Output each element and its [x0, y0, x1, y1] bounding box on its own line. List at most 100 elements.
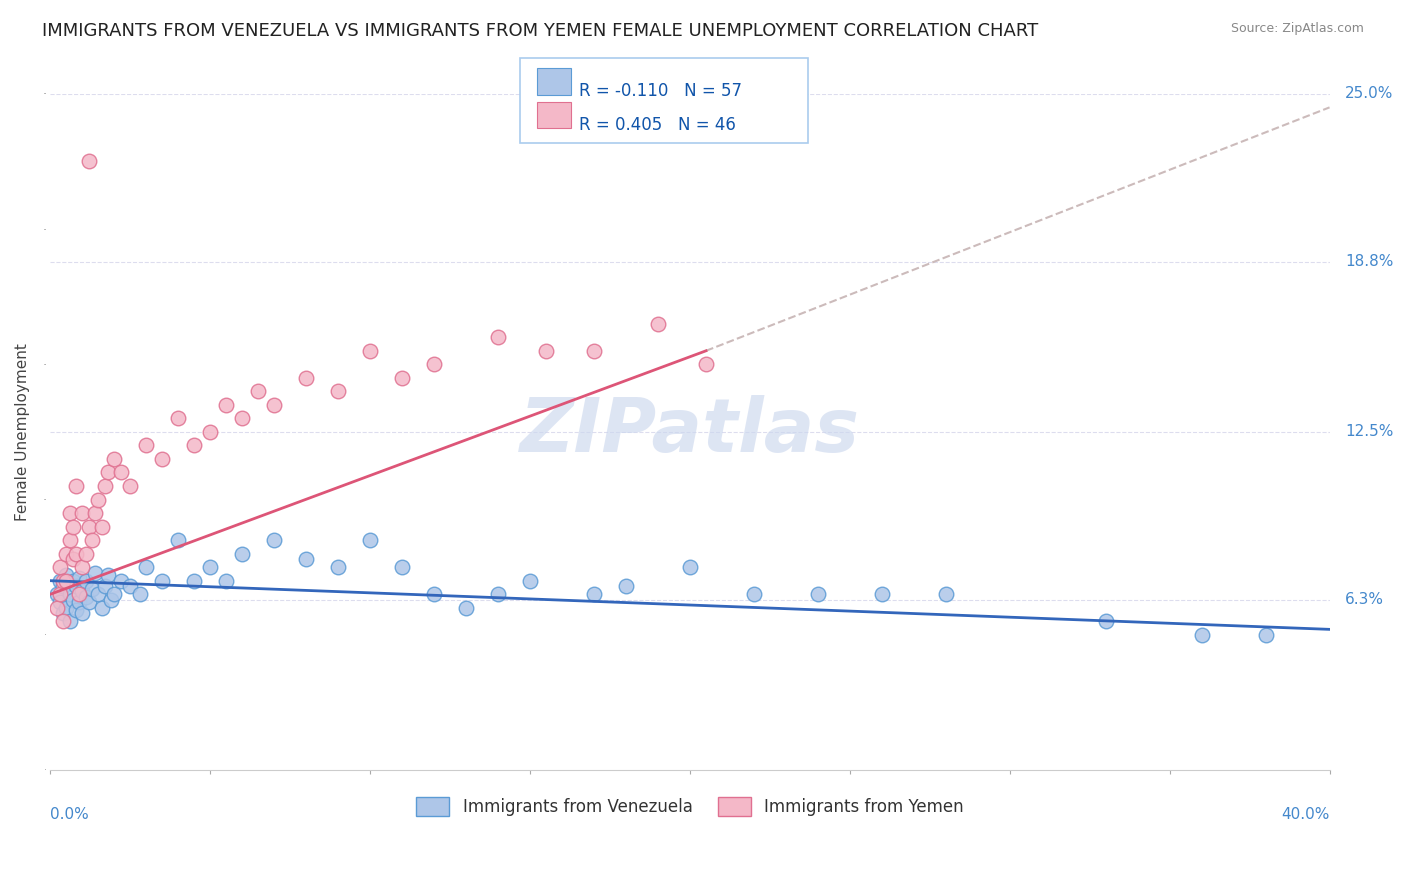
Point: [49, 595, 72, 609]
Point: [328, 560, 350, 574]
Point: [359, 343, 381, 358]
Point: [62, 552, 84, 566]
Point: [67, 595, 90, 609]
Point: [80, 582, 103, 596]
Point: [49, 560, 72, 574]
Point: [59, 614, 82, 628]
Point: [423, 357, 446, 371]
Point: [359, 533, 381, 548]
Point: [110, 574, 132, 588]
Point: [90, 519, 112, 533]
Text: 40.0%: 40.0%: [1281, 807, 1330, 822]
Point: [167, 533, 190, 548]
Point: [65, 579, 87, 593]
Point: [1191, 628, 1213, 642]
Point: [807, 587, 830, 601]
Point: [52, 606, 75, 620]
Point: [75, 574, 97, 588]
Point: [103, 587, 125, 601]
Point: [215, 398, 238, 412]
Point: [65, 479, 87, 493]
Point: [55, 547, 77, 561]
Point: [935, 587, 957, 601]
Point: [583, 587, 606, 601]
Point: [52, 614, 75, 628]
Point: [59, 533, 82, 548]
Point: [110, 466, 132, 480]
Text: ZIPatlas: ZIPatlas: [520, 395, 860, 468]
Text: R = 0.405   N = 46: R = 0.405 N = 46: [579, 116, 737, 134]
Point: [870, 587, 893, 601]
Point: [695, 357, 717, 371]
Point: [129, 587, 152, 601]
Point: [52, 579, 75, 593]
Point: [52, 574, 75, 588]
Point: [742, 587, 765, 601]
Text: 18.8%: 18.8%: [1346, 254, 1393, 269]
Point: [62, 574, 84, 588]
Point: [103, 452, 125, 467]
Point: [423, 587, 446, 601]
Point: [80, 533, 103, 548]
Point: [391, 560, 413, 574]
Point: [67, 571, 90, 585]
Point: [519, 574, 541, 588]
Point: [75, 590, 97, 604]
Point: [263, 533, 285, 548]
Point: [67, 587, 90, 601]
Text: R = -0.110   N = 57: R = -0.110 N = 57: [579, 82, 742, 100]
Point: [72, 606, 94, 620]
Text: Source: ZipAtlas.com: Source: ZipAtlas.com: [1230, 22, 1364, 36]
Point: [55, 574, 77, 588]
Text: 0.0%: 0.0%: [51, 807, 89, 822]
Point: [183, 574, 205, 588]
Point: [75, 547, 97, 561]
Point: [84, 566, 107, 580]
Point: [59, 587, 82, 601]
Point: [1254, 628, 1277, 642]
Text: 12.5%: 12.5%: [1346, 425, 1393, 440]
Text: IMMIGRANTS FROM VENEZUELA VS IMMIGRANTS FROM YEMEN FEMALE UNEMPLOYMENT CORRELATI: IMMIGRANTS FROM VENEZUELA VS IMMIGRANTS …: [42, 22, 1039, 40]
Point: [45, 600, 67, 615]
Point: [679, 560, 702, 574]
Point: [231, 547, 253, 561]
Y-axis label: Female Unemployment: Female Unemployment: [15, 343, 30, 521]
Point: [534, 343, 557, 358]
Point: [456, 600, 478, 615]
Point: [583, 343, 606, 358]
Point: [90, 600, 112, 615]
Point: [486, 587, 509, 601]
Point: [486, 330, 509, 344]
Point: [614, 579, 637, 593]
Point: [183, 438, 205, 452]
Point: [200, 560, 222, 574]
Point: [97, 568, 120, 582]
Point: [247, 384, 270, 399]
Point: [65, 547, 87, 561]
Point: [167, 411, 190, 425]
Point: [55, 600, 77, 615]
Point: [65, 603, 87, 617]
Point: [120, 579, 142, 593]
Point: [215, 574, 238, 588]
Point: [120, 479, 142, 493]
Point: [94, 479, 117, 493]
Point: [391, 371, 413, 385]
Point: [77, 154, 100, 169]
Point: [231, 411, 253, 425]
Point: [97, 466, 120, 480]
Point: [62, 592, 84, 607]
Point: [49, 587, 72, 601]
Point: [1094, 614, 1116, 628]
Point: [55, 568, 77, 582]
Point: [94, 579, 117, 593]
Point: [152, 574, 174, 588]
Point: [263, 398, 285, 412]
Point: [77, 595, 100, 609]
Point: [295, 552, 318, 566]
Point: [77, 519, 100, 533]
Point: [152, 452, 174, 467]
Text: 6.3%: 6.3%: [1346, 592, 1384, 607]
Point: [49, 574, 72, 588]
Point: [135, 438, 157, 452]
